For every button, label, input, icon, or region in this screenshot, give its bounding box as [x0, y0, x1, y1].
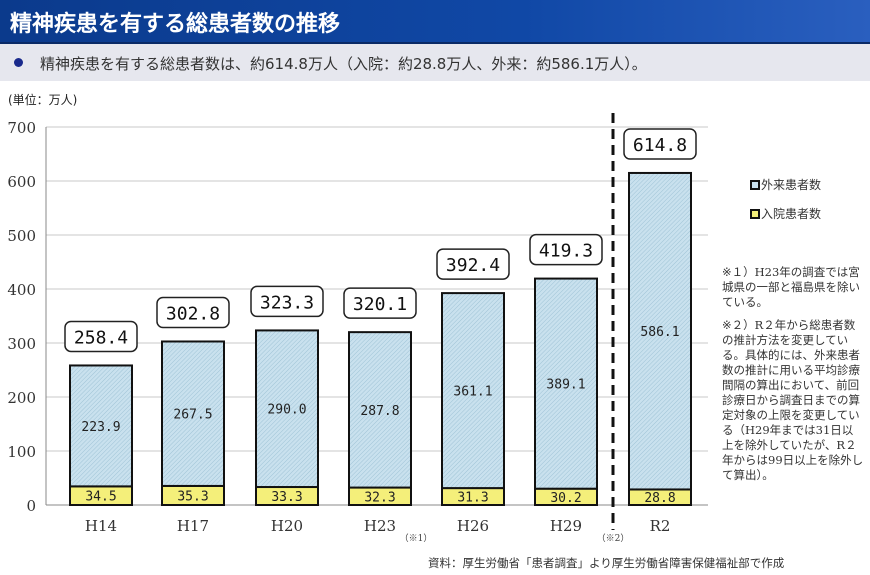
y-tick-label: 500 — [7, 227, 36, 245]
bar-outpatient — [161, 340, 225, 487]
summary-bar: 精神疾患を有する総患者数は、約614.8万人（入院：約28.8万人、外来：約58… — [0, 44, 870, 81]
x-tick-label: H14 — [85, 517, 117, 535]
source-text: 資料：厚生労働省「患者調査」より厚生労働省障害保健福祉部で作成 — [428, 556, 785, 570]
y-tick-label: 400 — [7, 281, 36, 299]
total-label-box — [436, 248, 510, 280]
bar-outpatient — [69, 364, 133, 488]
x-tick-label: H20 — [271, 517, 303, 535]
data-label-inpatient: 30.2 — [550, 491, 581, 506]
total-label: 302.8 — [166, 303, 220, 324]
data-label-outpatient: 267.5 — [173, 408, 212, 423]
y-tick-label: 100 — [7, 443, 36, 461]
y-tick-label: 300 — [7, 335, 36, 353]
bullet-icon — [14, 58, 23, 67]
marker-h23: （※1） — [400, 533, 433, 544]
legend-swatch — [750, 209, 760, 219]
x-tick-label: R2 — [650, 517, 671, 535]
y-tick-label: 600 — [7, 173, 36, 191]
data-label-outpatient: 290.0 — [267, 403, 306, 418]
total-label-box — [64, 320, 138, 353]
data-label-outpatient: 361.1 — [453, 385, 492, 400]
total-label-box — [343, 287, 417, 319]
y-tick-label: 0 — [26, 497, 36, 515]
data-label-inpatient: 28.8 — [644, 491, 675, 506]
data-label-outpatient: 223.9 — [81, 420, 120, 435]
x-tick-label: H29 — [550, 517, 582, 535]
data-label-inpatient: 35.3 — [177, 489, 208, 504]
total-label: 323.3 — [260, 292, 314, 313]
total-label-box — [623, 128, 697, 160]
data-label-inpatient: 34.5 — [85, 490, 116, 505]
bar-outpatient — [441, 292, 505, 490]
legend-swatch — [750, 180, 760, 190]
y-tick-label: 700 — [7, 119, 36, 137]
data-label-inpatient: 33.3 — [271, 490, 302, 505]
total-label: 419.3 — [539, 241, 593, 262]
header-bar: 精神疾患を有する総患者数の推移 — [0, 0, 870, 44]
marker-r2: （※2） — [597, 533, 630, 544]
data-label-inpatient: 32.3 — [364, 490, 395, 505]
total-label: 258.4 — [74, 327, 128, 348]
x-tick-label: H17 — [177, 517, 209, 535]
legend-label: 外来患者数 — [761, 177, 821, 192]
note-1: ※１）H23年の調査では宮城県の一部と福島県を除いている。 — [722, 265, 860, 309]
data-label-inpatient: 31.3 — [457, 491, 488, 506]
total-label-box — [156, 296, 230, 329]
note-2: ※２）R２年から総患者数の推計方法を変更している。具体的には、外来患者数の推計に… — [722, 318, 864, 482]
data-label-outpatient: 389.1 — [546, 378, 585, 393]
unit-label: (単位：万人) — [8, 93, 78, 107]
total-label: 320.1 — [353, 294, 407, 315]
total-label: 614.8 — [633, 135, 687, 156]
bar-outpatient — [534, 277, 598, 490]
summary-text: 精神疾患を有する総患者数は、約614.8万人（入院：約28.8万人、外来：約58… — [40, 55, 647, 73]
x-tick-label: H23 — [364, 517, 396, 535]
bar-outpatient — [348, 331, 412, 489]
data-label-outpatient: 287.8 — [360, 404, 399, 419]
notes: ※１）H23年の調査では宮城県の一部と福島県を除いている。 ※２）R２年から総患… — [722, 265, 864, 491]
legend-label: 入院患者数 — [761, 206, 821, 221]
total-label: 392.4 — [446, 255, 500, 276]
x-tick-label: H26 — [457, 517, 489, 535]
data-label-outpatient: 586.1 — [640, 325, 679, 340]
page-title: 精神疾患を有する総患者数の推移 — [10, 12, 341, 37]
bar-outpatient — [255, 329, 319, 489]
bar-outpatient — [628, 171, 692, 491]
total-label-box — [529, 233, 603, 266]
total-label-box — [250, 285, 324, 318]
y-tick-label: 200 — [7, 389, 36, 407]
